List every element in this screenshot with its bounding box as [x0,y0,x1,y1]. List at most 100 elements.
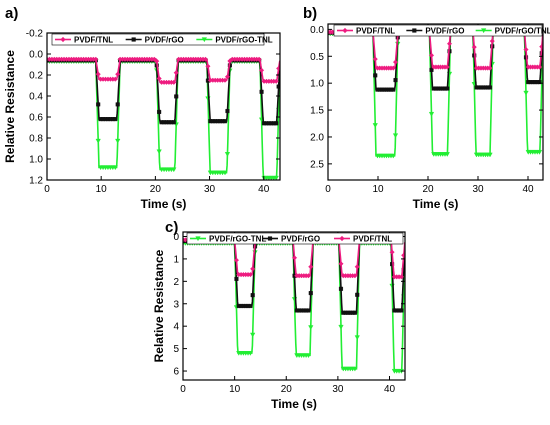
data-point [305,273,312,279]
data-point [156,149,162,155]
data-point [389,249,395,255]
data-point [487,152,493,158]
data-point [487,65,493,71]
series-line [328,31,543,91]
data-point [222,77,228,83]
legend-item: PVDF/rGO [125,36,184,45]
y-tick-label: 3 [173,299,179,310]
plot-frame [182,231,406,381]
data-point [205,63,211,69]
x-axis-label: Time (s) [141,197,187,211]
series-line [47,59,280,125]
series-pvdf-rgo [328,30,543,92]
data-point [487,85,493,90]
data-point [247,272,253,278]
data-point [115,102,120,107]
y-tick-label: 2.0 [310,132,324,143]
data-point [392,133,399,139]
data-point [250,293,255,298]
data-point [390,153,396,159]
series-line [47,60,280,179]
y-tick-label: 0.2 [29,71,43,82]
y-tick-label: 1.5 [310,106,324,117]
data-point [273,78,279,84]
data-point [115,71,121,77]
y-tick-label: 5 [173,344,179,355]
data-point [401,252,405,258]
data-point [445,86,450,91]
y-tick-label: 1 [173,254,179,265]
data-point [154,58,160,64]
data-point [95,138,101,144]
legend: PVDF/rGO-TNL PVDF/rGO PVDF/TNL [186,232,404,245]
data-point [471,44,477,50]
data-point [273,175,279,180]
data-point [247,351,254,356]
plot-frame [46,32,281,181]
data-point [173,70,179,76]
y-tick-label: 0.4 [29,92,43,103]
chart-panel-1: a) 0 10 20 30 40 -0.2 0.0 0.2 0.4 0.6 0.8 1.0 1.2 Time… [3,5,281,211]
x-tick-label: 20 [281,384,293,395]
y-tick-label: 1.0 [29,155,43,166]
data-point [113,117,118,122]
x-tick-label: 0 [44,184,50,195]
data-point [256,56,262,62]
y-tick-label: 0.6 [29,113,43,124]
legend: PVDF/TNL PVDF/rGO PVDF/rGO-TNL [51,33,273,46]
data-point [112,165,118,171]
y-axis-label: Relative Resistance [152,249,166,362]
data-point [354,335,360,341]
data-point [428,52,435,58]
data-point [157,109,162,114]
data-point [489,38,495,44]
legend-item: PVDF/rGO-TNL [196,36,273,45]
y-tick-label: 6 [173,367,179,378]
legend-label: PVDF/TNL [353,235,392,244]
x-tick-label: 10 [229,384,241,395]
data-point [391,87,396,92]
data-point [276,84,280,89]
data-point [390,65,396,71]
data-point [392,59,399,65]
data-point [276,65,280,72]
series-pvdf-rgo [47,58,280,126]
y-axis-label: Relative Resistance [3,50,17,163]
data-point [274,121,279,126]
data-point [93,56,99,62]
data-point [536,149,543,155]
legend: PVDF/TNL PVDF/rGO PVDF/rGO/TNL [333,24,550,37]
data-point [444,64,450,70]
x-tick-label: 40 [384,384,396,395]
data-point [259,89,264,94]
data-point [429,67,434,72]
data-point [171,79,177,85]
series-line [328,31,543,69]
data-point [95,71,101,77]
data-point [248,303,253,309]
data-point [308,325,314,331]
y-tick-label: 2 [173,277,179,288]
data-point [96,102,101,107]
data-point [373,73,378,78]
legend-label: PVDF/rGO [281,235,320,244]
data-point [305,353,312,359]
data-point [202,56,209,62]
panel-label: b) [303,5,317,22]
x-tick-label: 10 [372,184,384,195]
data-point [224,74,231,80]
data-point [156,75,162,82]
data-point [224,152,231,157]
data-point [393,78,398,83]
data-point [338,324,344,330]
series-pvdf-rgo-tnl [47,59,280,180]
x-tick-label: 10 [96,184,108,195]
data-point [222,170,228,176]
legend-label: PVDF/rGO [145,36,184,45]
plot-frame [327,23,544,181]
data-point [536,64,543,70]
data-point [352,310,357,315]
data-point [308,264,314,270]
y-tick-label: 1.2 [29,176,43,187]
